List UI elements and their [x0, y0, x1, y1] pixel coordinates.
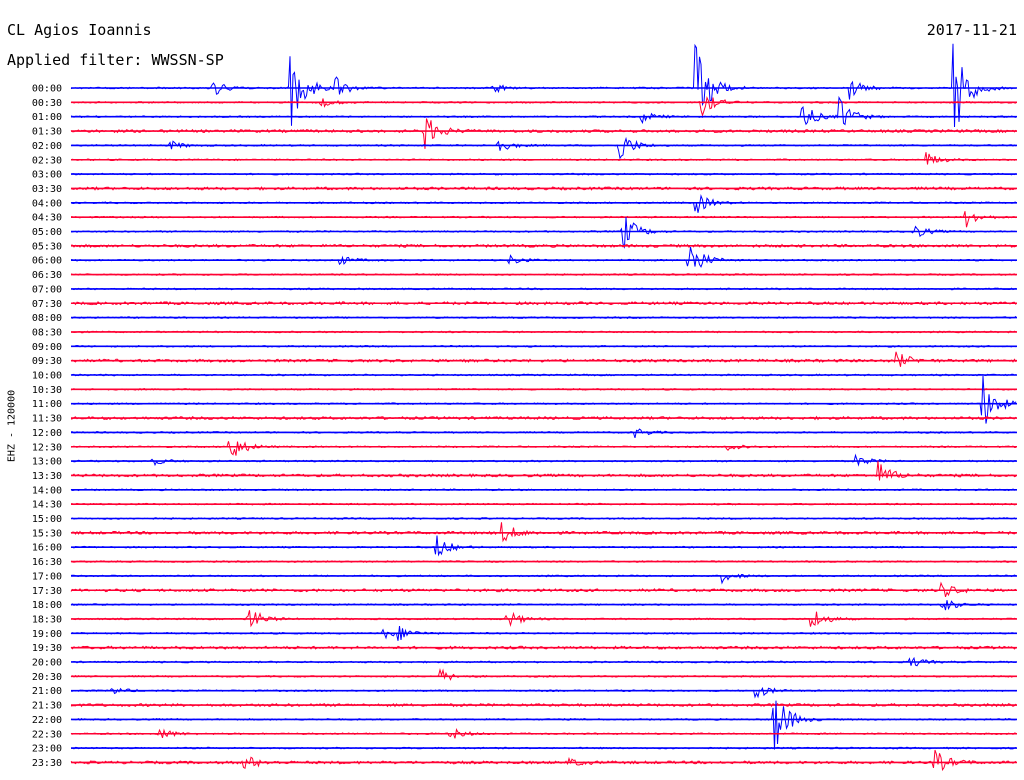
trace-row — [70, 136, 1017, 160]
trace-row — [70, 535, 1017, 557]
trace-row — [70, 700, 1017, 750]
row-time-label: 05:00 — [32, 227, 62, 238]
trace-row — [70, 152, 1017, 165]
row-time-label: 16:00 — [32, 543, 62, 554]
trace-row — [70, 686, 1017, 699]
row-time-label: 16:30 — [32, 557, 62, 568]
row-time-label: 04:30 — [32, 213, 62, 224]
row-time-label: 12:30 — [32, 442, 62, 453]
row-time-label: 20:30 — [32, 672, 62, 683]
row-time-label: 11:00 — [32, 399, 62, 410]
row-time-label: 22:30 — [32, 729, 62, 740]
row-time-label: 04:00 — [32, 198, 62, 209]
trace-row — [70, 375, 1017, 424]
trace-row — [70, 453, 1016, 467]
row-time-label: 08:00 — [32, 313, 62, 324]
row-time-label: 23:00 — [32, 744, 62, 755]
trace-row — [70, 428, 1017, 439]
row-time-label: 07:00 — [32, 284, 62, 295]
row-time-label: 11:30 — [32, 414, 62, 425]
trace-row — [70, 522, 1017, 543]
row-time-label: 19:00 — [32, 629, 62, 640]
row-time-label: 03:00 — [32, 170, 62, 181]
filter-label: Applied filter: WWSSN-SP — [7, 51, 224, 69]
row-time-label: 02:30 — [32, 155, 62, 166]
row-time-label: 09:30 — [32, 356, 62, 367]
trace-row — [70, 96, 1017, 118]
row-time-label: 12:00 — [32, 428, 62, 439]
row-time-label: 15:00 — [32, 514, 62, 525]
trace-row — [70, 441, 1017, 456]
row-time-label: 02:00 — [32, 141, 62, 152]
row-time-label: 15:30 — [32, 528, 62, 539]
row-time-label: 10:30 — [32, 385, 62, 396]
row-time-label: 19:30 — [32, 643, 62, 654]
station-title: CL Agios Ioannis — [7, 21, 152, 39]
trace-row — [70, 211, 1017, 228]
row-time-label: 21:30 — [32, 701, 62, 712]
row-time-label: 00:30 — [32, 98, 62, 109]
row-time-label: 10:00 — [32, 371, 62, 382]
row-time-label: 06:30 — [32, 270, 62, 281]
row-time-label: 01:30 — [32, 127, 62, 138]
row-time-label: 08:30 — [32, 327, 62, 338]
row-time-label: 00:00 — [32, 84, 62, 95]
row-time-label: 23:30 — [32, 758, 62, 769]
row-time-label: 18:30 — [32, 614, 62, 625]
trace-row — [70, 43, 1017, 128]
row-time-label: 06:00 — [32, 256, 62, 267]
row-time-label: 13:30 — [32, 471, 62, 482]
row-time-label: 21:00 — [32, 686, 62, 697]
date-label: 2017-11-21 — [926, 21, 1017, 39]
row-time-label: 03:30 — [32, 184, 62, 195]
row-time-label: 13:00 — [32, 457, 62, 468]
row-time-label: 07:30 — [32, 299, 62, 310]
row-time-label: 22:00 — [32, 715, 62, 726]
row-time-label: 05:30 — [32, 241, 62, 252]
row-time-label: 20:00 — [32, 658, 62, 669]
row-time-label: 17:30 — [32, 586, 62, 597]
row-time-label: 01:00 — [32, 112, 62, 123]
trace-row — [70, 193, 1017, 213]
row-time-label: 17:00 — [32, 571, 62, 582]
trace-row — [70, 246, 1017, 268]
row-time-label: 14:00 — [32, 485, 62, 496]
trace-row — [70, 351, 1017, 367]
row-time-label: 09:00 — [32, 342, 62, 353]
row-time-label: 14:30 — [32, 500, 62, 511]
trace-row — [70, 702, 1017, 708]
trace-row — [70, 668, 1017, 681]
trace-row — [70, 749, 1017, 772]
row-time-label: 18:00 — [32, 600, 62, 611]
trace-row — [71, 460, 1017, 481]
